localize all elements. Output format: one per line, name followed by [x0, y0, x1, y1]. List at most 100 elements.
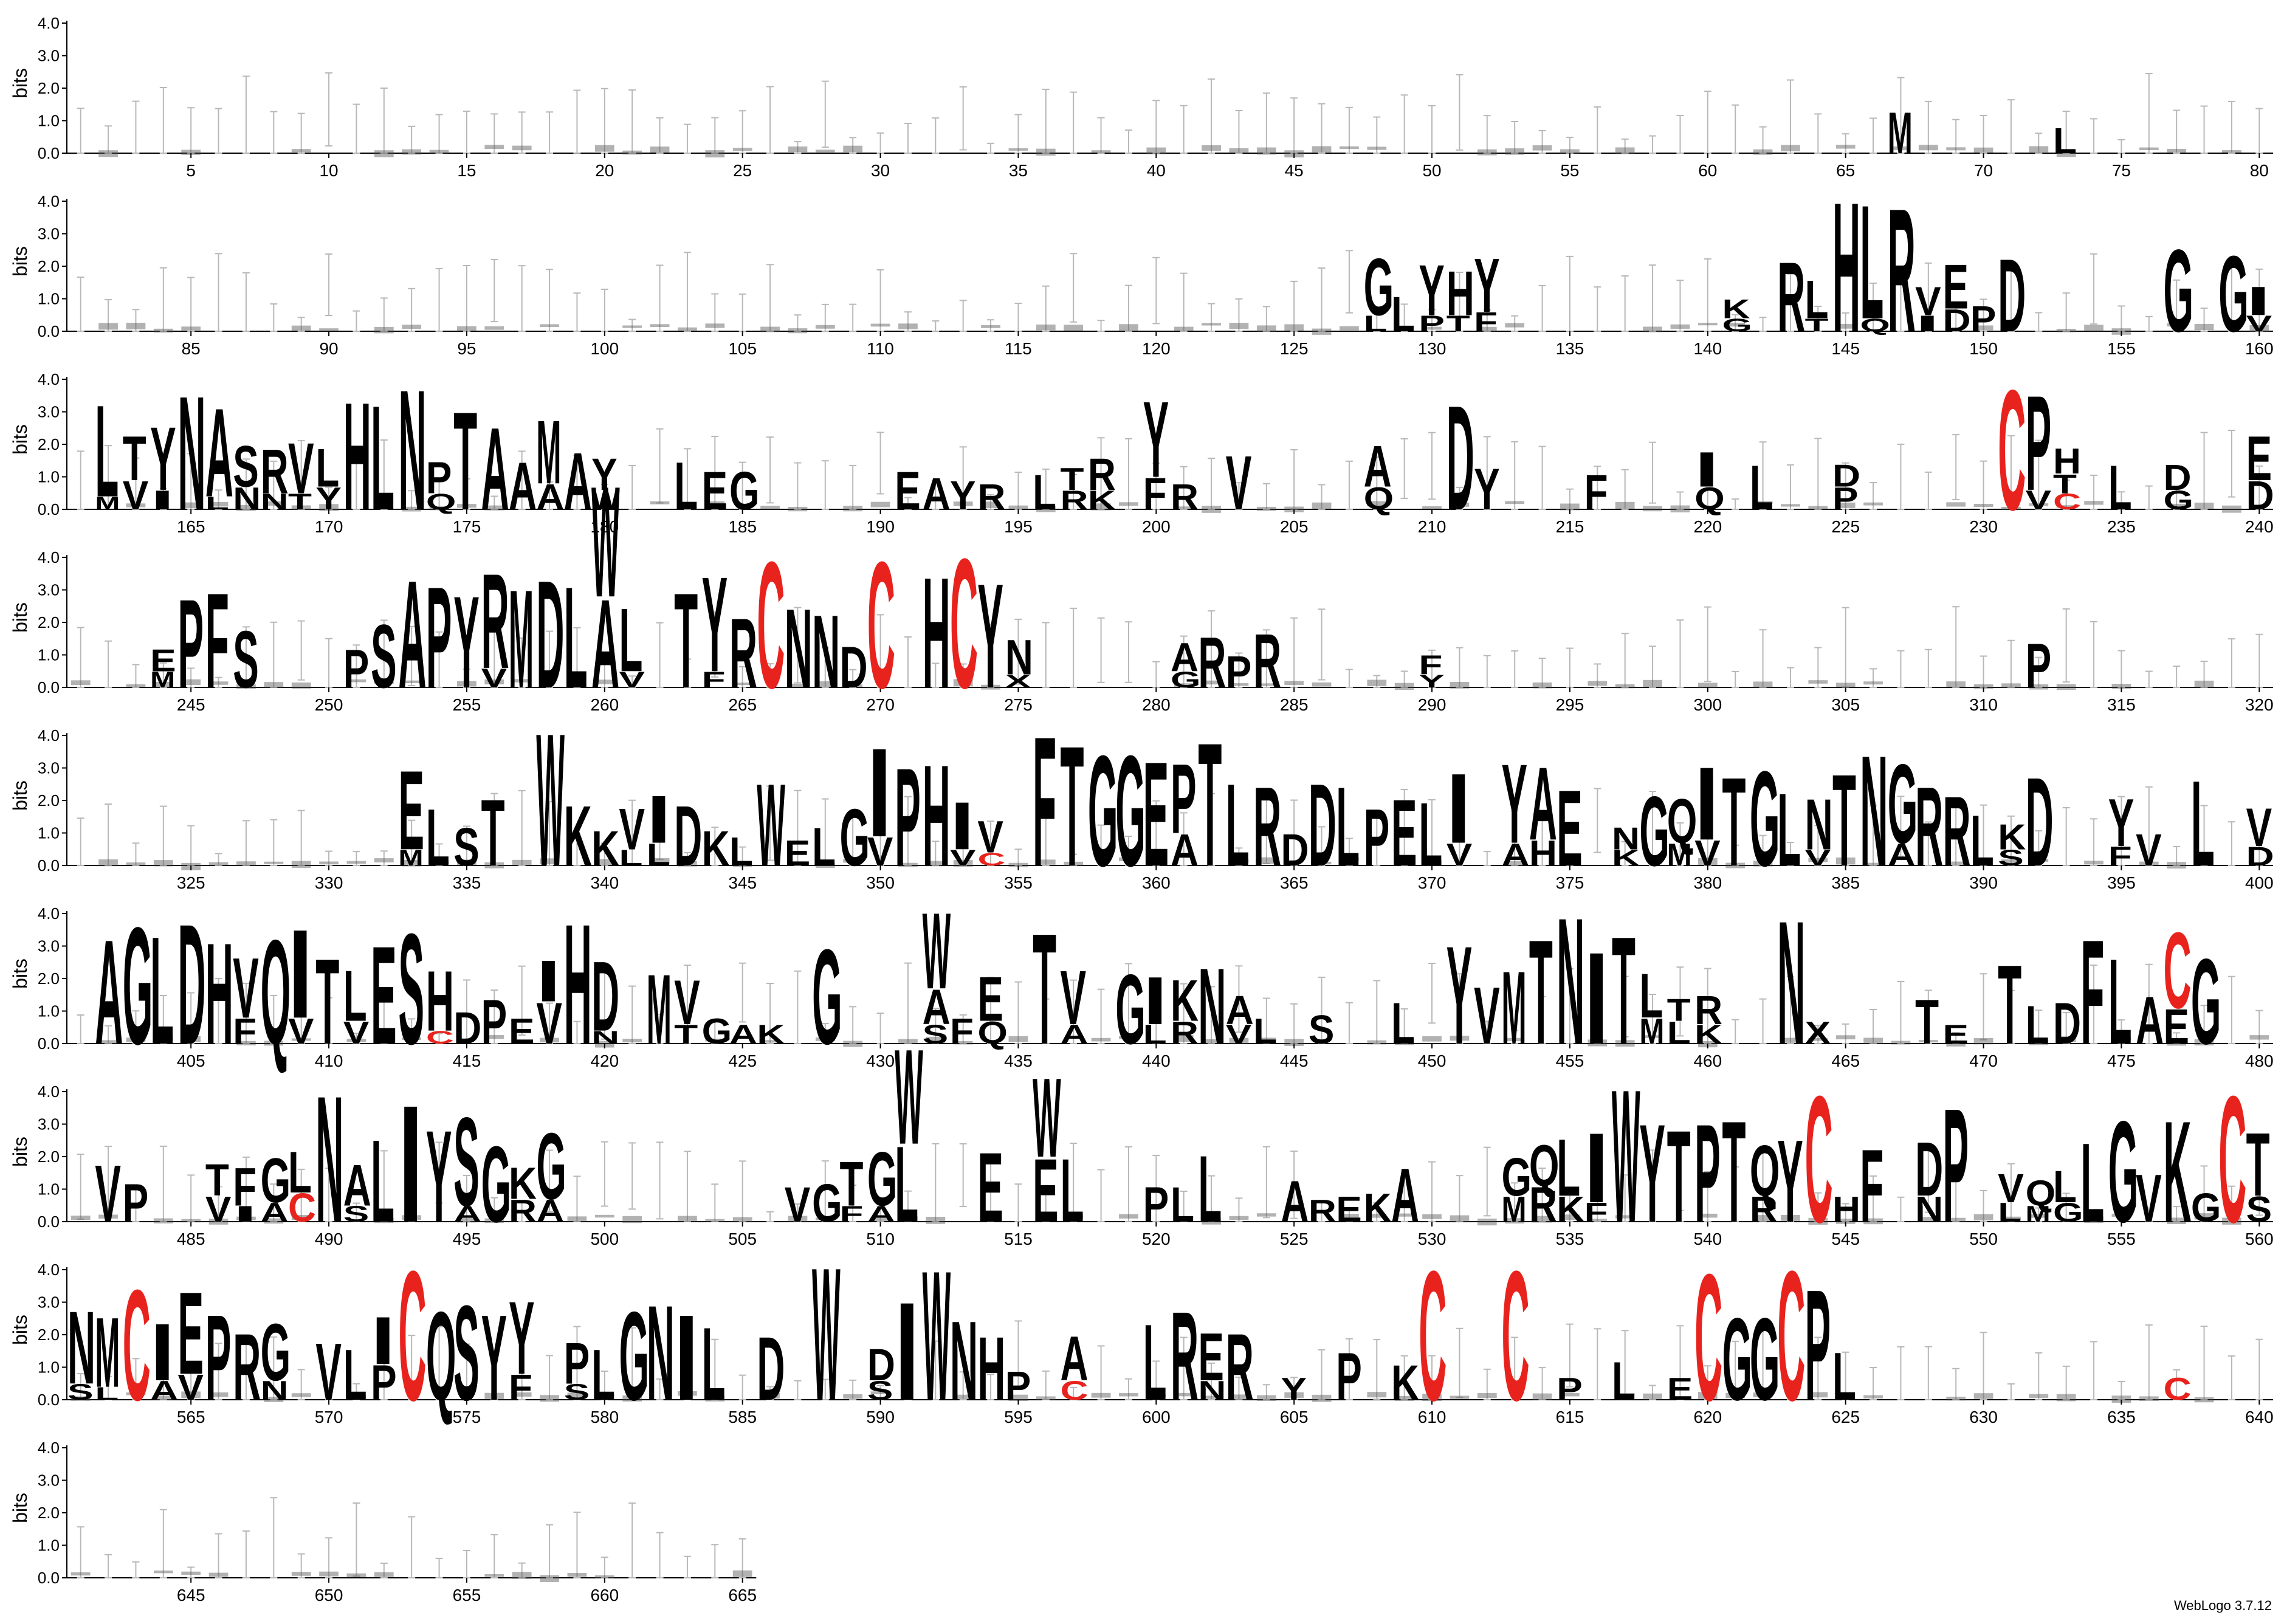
low-info-stack — [457, 326, 476, 331]
low-info-stack — [1312, 146, 1332, 153]
logo-letter-H: H — [564, 889, 592, 1081]
low-info-stack — [2167, 503, 2187, 507]
y-tick-label: 1.0 — [38, 468, 60, 486]
low-info-stack — [1505, 1218, 1525, 1224]
logo-letter-W: W — [895, 1022, 923, 1173]
logo-letter-F: F — [702, 667, 726, 692]
low-info-stack — [1863, 1037, 1883, 1044]
low-info-stack — [1119, 324, 1138, 332]
logo-letter-L: L — [95, 1383, 119, 1403]
logo-letter-G: G — [2164, 226, 2194, 357]
logo-letter-H: H — [1832, 164, 1860, 371]
low-info-stack — [1918, 1217, 1938, 1222]
low-info-stack — [1174, 506, 1194, 509]
logo-letter-G: G — [481, 1124, 512, 1245]
low-info-stack — [374, 150, 394, 157]
low-info-stack — [374, 680, 394, 684]
low-info-stack — [512, 679, 532, 683]
low-info-stack — [1643, 1035, 1662, 1038]
low-info-stack — [953, 1041, 973, 1045]
low-info-stack — [594, 1393, 614, 1400]
logo-letter-I: I — [1446, 752, 1471, 864]
logo-letter-L: L — [1171, 1177, 1194, 1232]
low-info-stack — [843, 684, 863, 687]
logo-letter-Q: Q — [426, 489, 456, 514]
logo-letter-F: F — [2080, 909, 2104, 1075]
low-info-stack — [705, 1219, 725, 1222]
low-info-stack — [1008, 148, 1028, 151]
logo-letter-S: S — [233, 614, 259, 705]
x-tick-label: 170 — [315, 517, 343, 536]
low-info-stack — [1174, 326, 1194, 331]
low-info-stack — [1091, 1392, 1111, 1398]
logo-letter-C: C — [1777, 1233, 1805, 1440]
logo-letter-P: P — [481, 987, 507, 1058]
logo-letter-L: L — [2053, 1161, 2077, 1212]
logo-letter-S: S — [371, 607, 397, 707]
low-info-stack — [2249, 325, 2269, 332]
logo-letter-C: C — [757, 523, 785, 726]
logo-letter-T: T — [1805, 315, 1829, 335]
low-info-stack — [981, 684, 1000, 690]
logo-letter-K: K — [1391, 1355, 1419, 1410]
logo-letter-G: G — [1115, 955, 1146, 1065]
logo-letter-Y: Y — [453, 569, 480, 715]
logo-letter-N: N — [1612, 821, 1640, 856]
logo-letter-S: S — [867, 1375, 893, 1405]
logo-letter-A: A — [95, 909, 123, 1075]
low-info-stack — [1835, 857, 1856, 865]
x-tick-label: 315 — [2107, 695, 2136, 714]
low-info-stack — [815, 862, 835, 868]
logo-letter-A: A — [923, 468, 951, 519]
low-info-stack — [236, 861, 256, 866]
low-info-stack — [153, 1571, 173, 1574]
logo-letter-Y: Y — [1281, 1372, 1307, 1407]
low-info-stack — [567, 1392, 587, 1397]
logo-letter-V: V — [343, 1016, 370, 1051]
x-tick-label: 25 — [733, 161, 752, 180]
logo-row-1: 0.0 1.0 2.0 3.0 4.0 bits 5 10 15 20 25 30 35 40 45 50 55… — [9, 14, 2273, 180]
logo-letter-T: T — [1529, 909, 1553, 1075]
logo-letter-L: L — [729, 829, 753, 875]
low-info-stack — [153, 1036, 173, 1041]
x-tick-label: 325 — [177, 873, 205, 892]
x-tick-label: 615 — [1556, 1408, 1584, 1426]
low-info-stack — [1284, 1392, 1304, 1398]
low-info-stack — [650, 501, 670, 504]
low-info-stack — [1532, 1216, 1552, 1223]
low-info-stack — [1615, 1215, 1635, 1219]
logo-letter-P: P — [343, 639, 370, 700]
low-info-stack — [2029, 684, 2049, 690]
y-tick-label: 2.0 — [38, 257, 60, 275]
logo-letter-V: V — [977, 811, 1003, 862]
logo-letter-R: R — [1171, 1016, 1199, 1051]
low-info-stack — [1808, 680, 1828, 684]
low-info-stack — [429, 150, 449, 154]
logo-letter-S: S — [453, 817, 480, 878]
x-tick-label: 235 — [2107, 517, 2136, 536]
logo-letter-I: I — [1143, 963, 1168, 1039]
logo-letter-Y: Y — [1777, 1116, 1803, 1247]
low-info-stack — [71, 1396, 91, 1401]
logo-letter-G: G — [729, 461, 760, 521]
low-info-stack — [1781, 1037, 1800, 1043]
logo-letter-E: E — [150, 643, 176, 678]
x-tick-label: 320 — [2245, 695, 2274, 714]
x-tick-label: 105 — [728, 339, 757, 358]
low-info-stack — [1753, 501, 1773, 504]
x-tick-label: 450 — [1418, 1051, 1446, 1070]
logo-letter-C: C — [1419, 1233, 1446, 1440]
x-tick-label: 200 — [1142, 517, 1171, 536]
low-info-stack — [2056, 150, 2076, 157]
low-info-stack — [291, 1038, 311, 1041]
low-info-stack — [1202, 680, 1221, 685]
y-tick-label: 1.0 — [38, 824, 60, 842]
low-info-stack — [1477, 1218, 1497, 1226]
low-info-stack — [1174, 1216, 1194, 1221]
logo-letter-L: L — [1805, 270, 1829, 330]
logo-letter-L: L — [1253, 1011, 1277, 1052]
low-info-stack — [870, 1391, 890, 1395]
logo-letter-T: T — [2053, 469, 2077, 499]
low-info-stack — [2001, 1216, 2021, 1220]
x-tick-label: 275 — [1004, 695, 1033, 714]
